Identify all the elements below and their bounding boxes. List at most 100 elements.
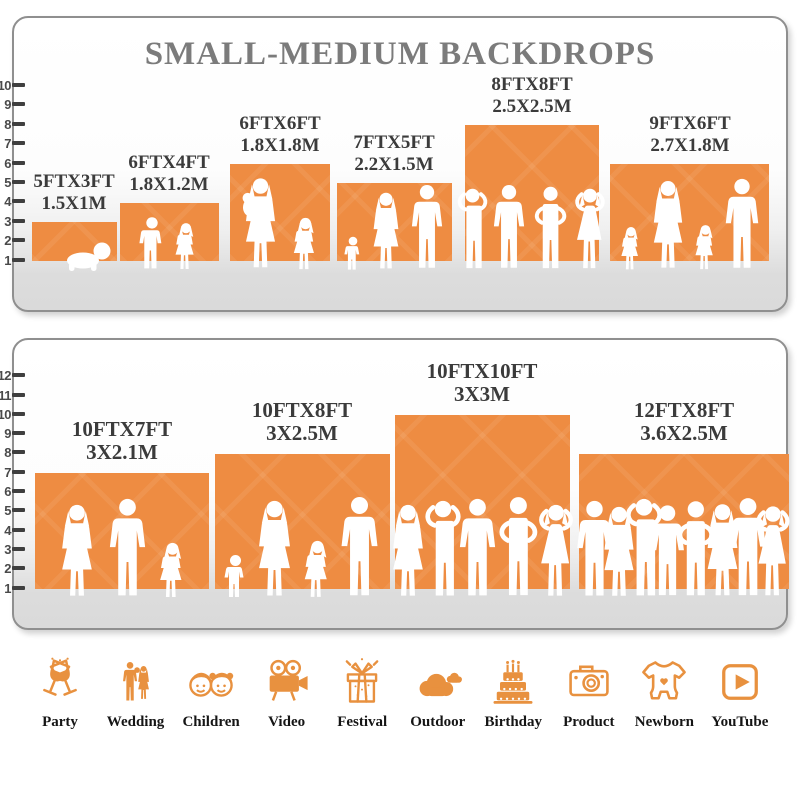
newborn-icon [642,661,687,700]
ruler-mark: 9 [0,96,25,112]
ruler-tick-icon [12,393,25,397]
category-product: Product [553,656,625,731]
man-hands-on-hips-silhouette [529,186,570,272]
ruler-number: 7 [4,464,11,480]
ruler-tick-icon [12,412,25,416]
category-outdoor: Outdoor [402,656,474,731]
festival-icon [345,658,379,703]
people-silhouette [56,498,188,600]
backdrop-size-label: 12FTX8FT 3.6X2.5M [633,397,735,446]
backdrop-size-label: 6FTX6FT 1.8X1.8M [239,113,321,156]
man-silhouette [410,184,445,272]
people-silhouette [456,184,609,272]
category-festival: Festival [326,656,398,731]
ruler-number: 4 [4,193,11,209]
ruler-tick-icon [12,83,25,87]
woman-silhouette [253,500,297,600]
ruler-mark: 2 [0,560,25,576]
boy-silhouette [139,216,165,272]
category-video: Video [251,656,323,731]
category-newborn: Newborn [628,656,700,731]
backdrop-size-label: 5FTX3FT 1.5X1M [33,171,115,214]
category-birthday: Birthday [477,656,549,731]
ruler-number: 11 [0,387,12,403]
ruler-number: 9 [4,425,11,441]
woman-silhouette [648,180,688,272]
ruler-mark: 1 [0,252,25,268]
category-label: Wedding [106,714,165,730]
backdrop-size-label: 10FTX8FT 3X2.5M [251,397,353,446]
people-silhouette [387,496,577,600]
ruler-mark: 6 [0,155,25,171]
ruler-number: 2 [4,232,11,248]
page-title: SMALL-MEDIUM BACKDROPS [144,36,656,72]
ruler-mark: 8 [0,116,25,132]
ruler-mark: 11 [0,387,25,403]
backdrop-rect [120,203,219,261]
video-icon [269,659,308,701]
man-hands-on-head-silhouette [456,188,490,272]
ruler-tick-icon [12,470,25,474]
youtube-icon [722,664,758,700]
birthday-icon [493,659,533,704]
people-silhouette [139,216,199,272]
party-icon [43,657,77,696]
ruler-mark: 10 [0,77,25,93]
ruler-number: 2 [4,560,11,576]
girl-silhouette [693,224,718,272]
people-silhouette [60,240,112,272]
category-youtube: YouTube [704,656,776,731]
man-hands-on-hips-silhouette [492,496,541,600]
woman-hands-on-head-silhouette [572,188,609,272]
ruler-mark: 6 [0,483,25,499]
ruler-mark: 2 [0,232,25,248]
category-label: Party [42,714,78,730]
wedding-icon [122,662,149,701]
ruler-tick-icon [12,489,25,493]
children-icon [189,672,234,697]
ruler-tick-icon [12,373,25,377]
ruler-tick-icon [12,566,25,570]
ruler-number: 7 [4,135,11,151]
people-silhouette [224,496,381,600]
ruler-mark: 9 [0,425,25,441]
mother-with-baby-silhouette [240,177,281,272]
ruler-number: 1 [4,580,11,596]
woman-hands-on-head-silhouette [535,504,577,600]
ruler-number: 3 [4,541,11,557]
ruler-tick-icon [12,547,25,551]
ruler-number: 9 [4,96,11,112]
ruler-number: 8 [4,116,11,132]
backdrop-size-label: 10FTX7FT 3X2.1M [71,416,173,465]
girl-silhouette [157,542,188,600]
ruler-tick-icon [12,180,25,184]
backdrop-rect [230,164,330,261]
ruler-tick-icon [12,161,25,165]
category-label: Newborn [634,714,694,730]
ruler-number: 4 [4,522,11,538]
man-silhouette [492,184,527,272]
category-label: Video [268,714,306,730]
people-silhouette [619,178,761,272]
toddler-silhouette [344,236,363,272]
backdrop-size-label: 9FTX6FT 2.7X1.8M [649,113,731,156]
ruler-number: 12 [0,367,12,383]
ruler-mark: 4 [0,193,25,209]
ruler-number: 6 [4,155,11,171]
category-label: Festival [337,714,388,730]
ruler-tick-icon [12,141,25,145]
toddler-silhouette [224,554,248,600]
backdrop-size-label: 6FTX4FT 1.8X1.2M [128,152,210,195]
ruler-tick-icon [12,102,25,106]
ruler-number: 5 [4,174,11,190]
woman-silhouette [369,192,404,272]
ruler-number: 10 [0,406,12,422]
ruler-number: 6 [4,483,11,499]
girl-silhouette [302,540,334,600]
ruler-mark: 3 [0,213,25,229]
ruler-mark: 7 [0,135,25,151]
man-silhouette [339,496,381,600]
ruler-tick-icon [12,508,25,512]
people-silhouette [240,177,320,272]
